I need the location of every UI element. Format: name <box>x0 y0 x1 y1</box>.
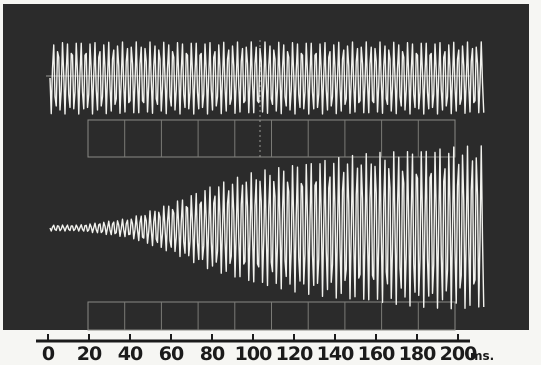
tick-label-0: 0 <box>42 343 55 365</box>
tick-label-180: 180 <box>399 343 436 365</box>
trace-layer <box>49 41 485 310</box>
tick-label-120: 120 <box>276 343 313 365</box>
tick-label-200: 200 <box>440 343 477 365</box>
lower-trace-line <box>49 145 485 310</box>
tick-label-20: 20 <box>77 343 102 365</box>
tick-label-40: 40 <box>118 343 143 365</box>
tick-label-100: 100 <box>235 343 272 365</box>
tick-label-60: 60 <box>159 343 184 365</box>
tick-label-160: 160 <box>358 343 395 365</box>
tick-labels: 0 20 40 60 80 100 120 140 160 180 200 <box>42 334 478 365</box>
tick-label-140: 140 <box>317 343 354 365</box>
upper-trace-line <box>49 41 485 115</box>
time-unit-label: ms. <box>470 349 494 363</box>
tick-label-80: 80 <box>200 343 225 365</box>
